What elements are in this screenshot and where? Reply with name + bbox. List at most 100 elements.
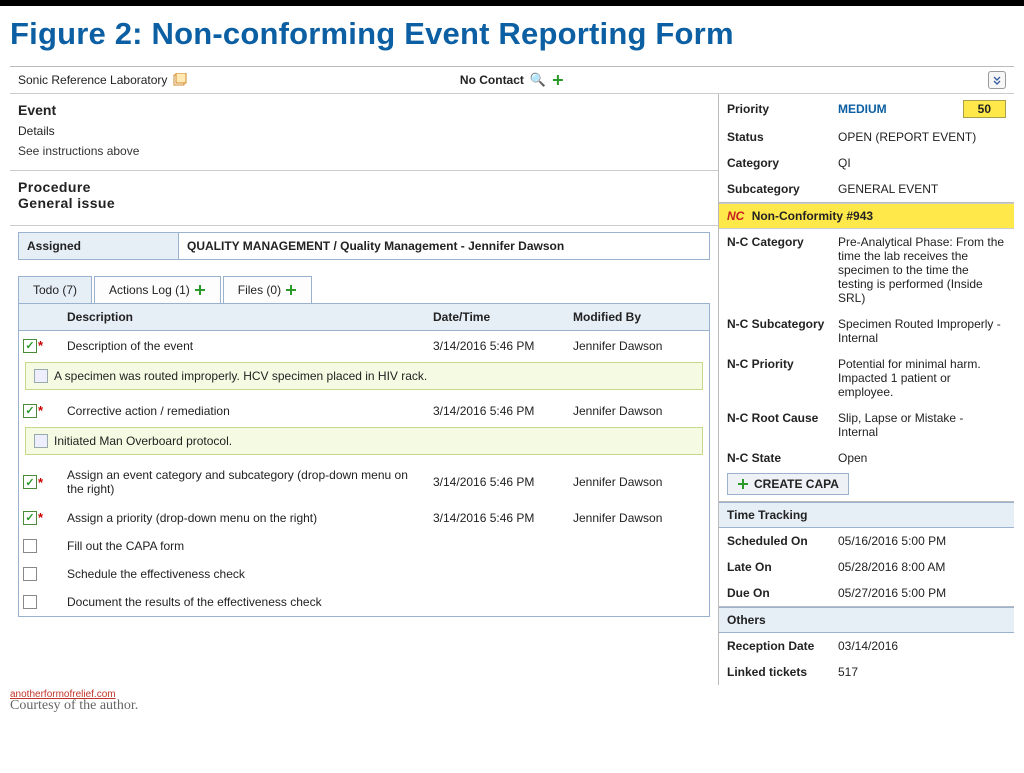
category-label: Category	[727, 156, 832, 170]
checkbox[interactable]: ✓	[23, 475, 37, 489]
tab-label: Actions Log (1)	[109, 283, 190, 297]
table-row: ✓* Assign a priority (drop-down menu on …	[19, 503, 709, 532]
cell-date: 3/14/2016 5:46 PM	[429, 337, 569, 355]
cell-desc: Schedule the effectiveness check	[63, 565, 429, 583]
create-capa-button[interactable]: CREATE CAPA	[727, 473, 849, 495]
cell-desc: Fill out the CAPA form	[63, 537, 429, 555]
subcategory-label: Subcategory	[727, 182, 832, 196]
checkbox[interactable]: ✓	[23, 404, 37, 418]
required-asterisk: *	[38, 338, 43, 353]
cell-mod: Jennifer Dawson	[569, 509, 709, 527]
event-details-label: Details	[18, 124, 710, 138]
checkbox[interactable]: ✓	[23, 567, 37, 581]
table-row: ✓ Fill out the CAPA form	[19, 532, 709, 560]
status-label: Status	[727, 130, 832, 144]
checkbox[interactable]: ✓	[23, 339, 37, 353]
linked-value: 517	[838, 665, 1006, 679]
category-value: QI	[838, 156, 1006, 170]
nc-category-label: N-C Category	[727, 235, 832, 305]
note-icon	[34, 369, 48, 383]
cell-desc: Assign an event category and subcategory…	[63, 466, 429, 498]
cell-desc: Description of the event	[63, 337, 429, 355]
cell-desc: Assign a priority (drop-down menu on the…	[63, 509, 429, 527]
nc-subcategory-label: N-C Subcategory	[727, 317, 832, 345]
nc-banner: NC Non-Conformity #943	[719, 203, 1014, 229]
note-icon	[34, 434, 48, 448]
tab-label: Files (0)	[238, 283, 281, 297]
event-details-text: See instructions above	[18, 144, 710, 158]
cell-date: 3/14/2016 5:46 PM	[429, 509, 569, 527]
time-tracking-header: Time Tracking	[719, 502, 1014, 528]
nc-state-label: N-C State	[727, 451, 832, 465]
tab-todo[interactable]: Todo (7)	[18, 276, 92, 303]
note-text: A specimen was routed improperly. HCV sp…	[54, 369, 427, 383]
others-header: Others	[719, 607, 1014, 633]
nc-prefix: NC	[727, 209, 744, 223]
event-heading: Event	[18, 102, 710, 118]
footer-text: Courtesy of the author.	[10, 698, 1014, 714]
table-header: Description Date/Time Modified By	[19, 304, 709, 331]
table-row: ✓* Description of the event 3/14/2016 5:…	[19, 331, 709, 360]
procedure-sub: General issue	[18, 195, 710, 211]
checkbox[interactable]: ✓	[23, 595, 37, 609]
table-row: ✓* Corrective action / remediation 3/14/…	[19, 396, 709, 425]
right-column: Priority MEDIUM 50 StatusOPEN (REPORT EV…	[719, 94, 1014, 685]
document-icon[interactable]	[173, 73, 189, 87]
plus-icon	[737, 478, 749, 490]
cell-mod: Jennifer Dawson	[569, 402, 709, 420]
required-asterisk: *	[38, 510, 43, 525]
scheduled-value: 05/16/2016 5:00 PM	[838, 534, 1006, 548]
reception-label: Reception Date	[727, 639, 832, 653]
cell-mod: Jennifer Dawson	[569, 473, 709, 491]
contact-label: No Contact	[460, 73, 524, 87]
table-row: ✓ Schedule the effectiveness check	[19, 560, 709, 588]
cell-date: 3/14/2016 5:46 PM	[429, 473, 569, 491]
cell-mod: Jennifer Dawson	[569, 337, 709, 355]
th-description[interactable]: Description	[63, 304, 429, 330]
note-text: Initiated Man Overboard protocol.	[54, 434, 232, 448]
tab-label: Todo (7)	[33, 283, 77, 297]
th-datetime[interactable]: Date/Time	[429, 304, 569, 330]
table-row: ✓* Assign an event category and subcateg…	[19, 461, 709, 503]
tabs: Todo (7) Actions Log (1) Files (0)	[18, 276, 710, 303]
checkbox[interactable]: ✓	[23, 539, 37, 553]
nc-rootcause-value: Slip, Lapse or Mistake - Internal	[838, 411, 1006, 439]
priority-value: MEDIUM	[838, 102, 887, 116]
nc-subcategory-value: Specimen Routed Improperly - Internal	[838, 317, 1006, 345]
cell-desc: Document the results of the effectivenes…	[63, 593, 429, 611]
tab-actions-log[interactable]: Actions Log (1)	[94, 276, 221, 303]
note-row: Initiated Man Overboard protocol.	[25, 427, 703, 455]
reception-value: 03/14/2016	[838, 639, 1006, 653]
add-contact-icon[interactable]	[552, 74, 564, 86]
nc-category-value: Pre-Analytical Phase: From the time the …	[838, 235, 1006, 305]
assigned-value: QUALITY MANAGEMENT / Quality Management …	[179, 233, 709, 259]
scheduled-label: Scheduled On	[727, 534, 832, 548]
lab-name: Sonic Reference Laboratory	[18, 73, 167, 87]
app-window: Sonic Reference Laboratory No Contact 🔍 …	[10, 66, 1014, 685]
figure-title: Figure 2: Non-conforming Event Reporting…	[10, 16, 1014, 52]
plus-icon	[194, 284, 206, 296]
assigned-label: Assigned	[19, 233, 179, 259]
tab-files[interactable]: Files (0)	[223, 276, 312, 303]
search-icon[interactable]: 🔍	[530, 72, 546, 88]
subcategory-value: GENERAL EVENT	[838, 182, 1006, 196]
plus-icon	[285, 284, 297, 296]
table-row: ✓ Document the results of the effectiven…	[19, 588, 709, 616]
create-capa-label: CREATE CAPA	[754, 477, 839, 491]
assigned-row: Assigned QUALITY MANAGEMENT / Quality Ma…	[18, 232, 710, 260]
priority-row: Priority MEDIUM 50	[719, 94, 1014, 124]
priority-score: 50	[963, 100, 1006, 118]
left-column: Event Details See instructions above Pro…	[10, 94, 719, 685]
checkbox[interactable]: ✓	[23, 511, 37, 525]
nc-priority-value: Potential for minimal harm. Impacted 1 p…	[838, 357, 1006, 399]
note-row: A specimen was routed improperly. HCV sp…	[25, 362, 703, 390]
th-modified[interactable]: Modified By	[569, 304, 709, 330]
late-label: Late On	[727, 560, 832, 574]
nc-priority-label: N-C Priority	[727, 357, 832, 399]
nc-text: Non-Conformity #943	[752, 209, 873, 223]
due-value: 05/27/2016 5:00 PM	[838, 586, 1006, 600]
expand-button[interactable]	[988, 71, 1006, 89]
nc-state-value: Open	[838, 451, 1006, 465]
topbar: Sonic Reference Laboratory No Contact 🔍	[10, 67, 1014, 94]
cell-desc: Corrective action / remediation	[63, 402, 429, 420]
